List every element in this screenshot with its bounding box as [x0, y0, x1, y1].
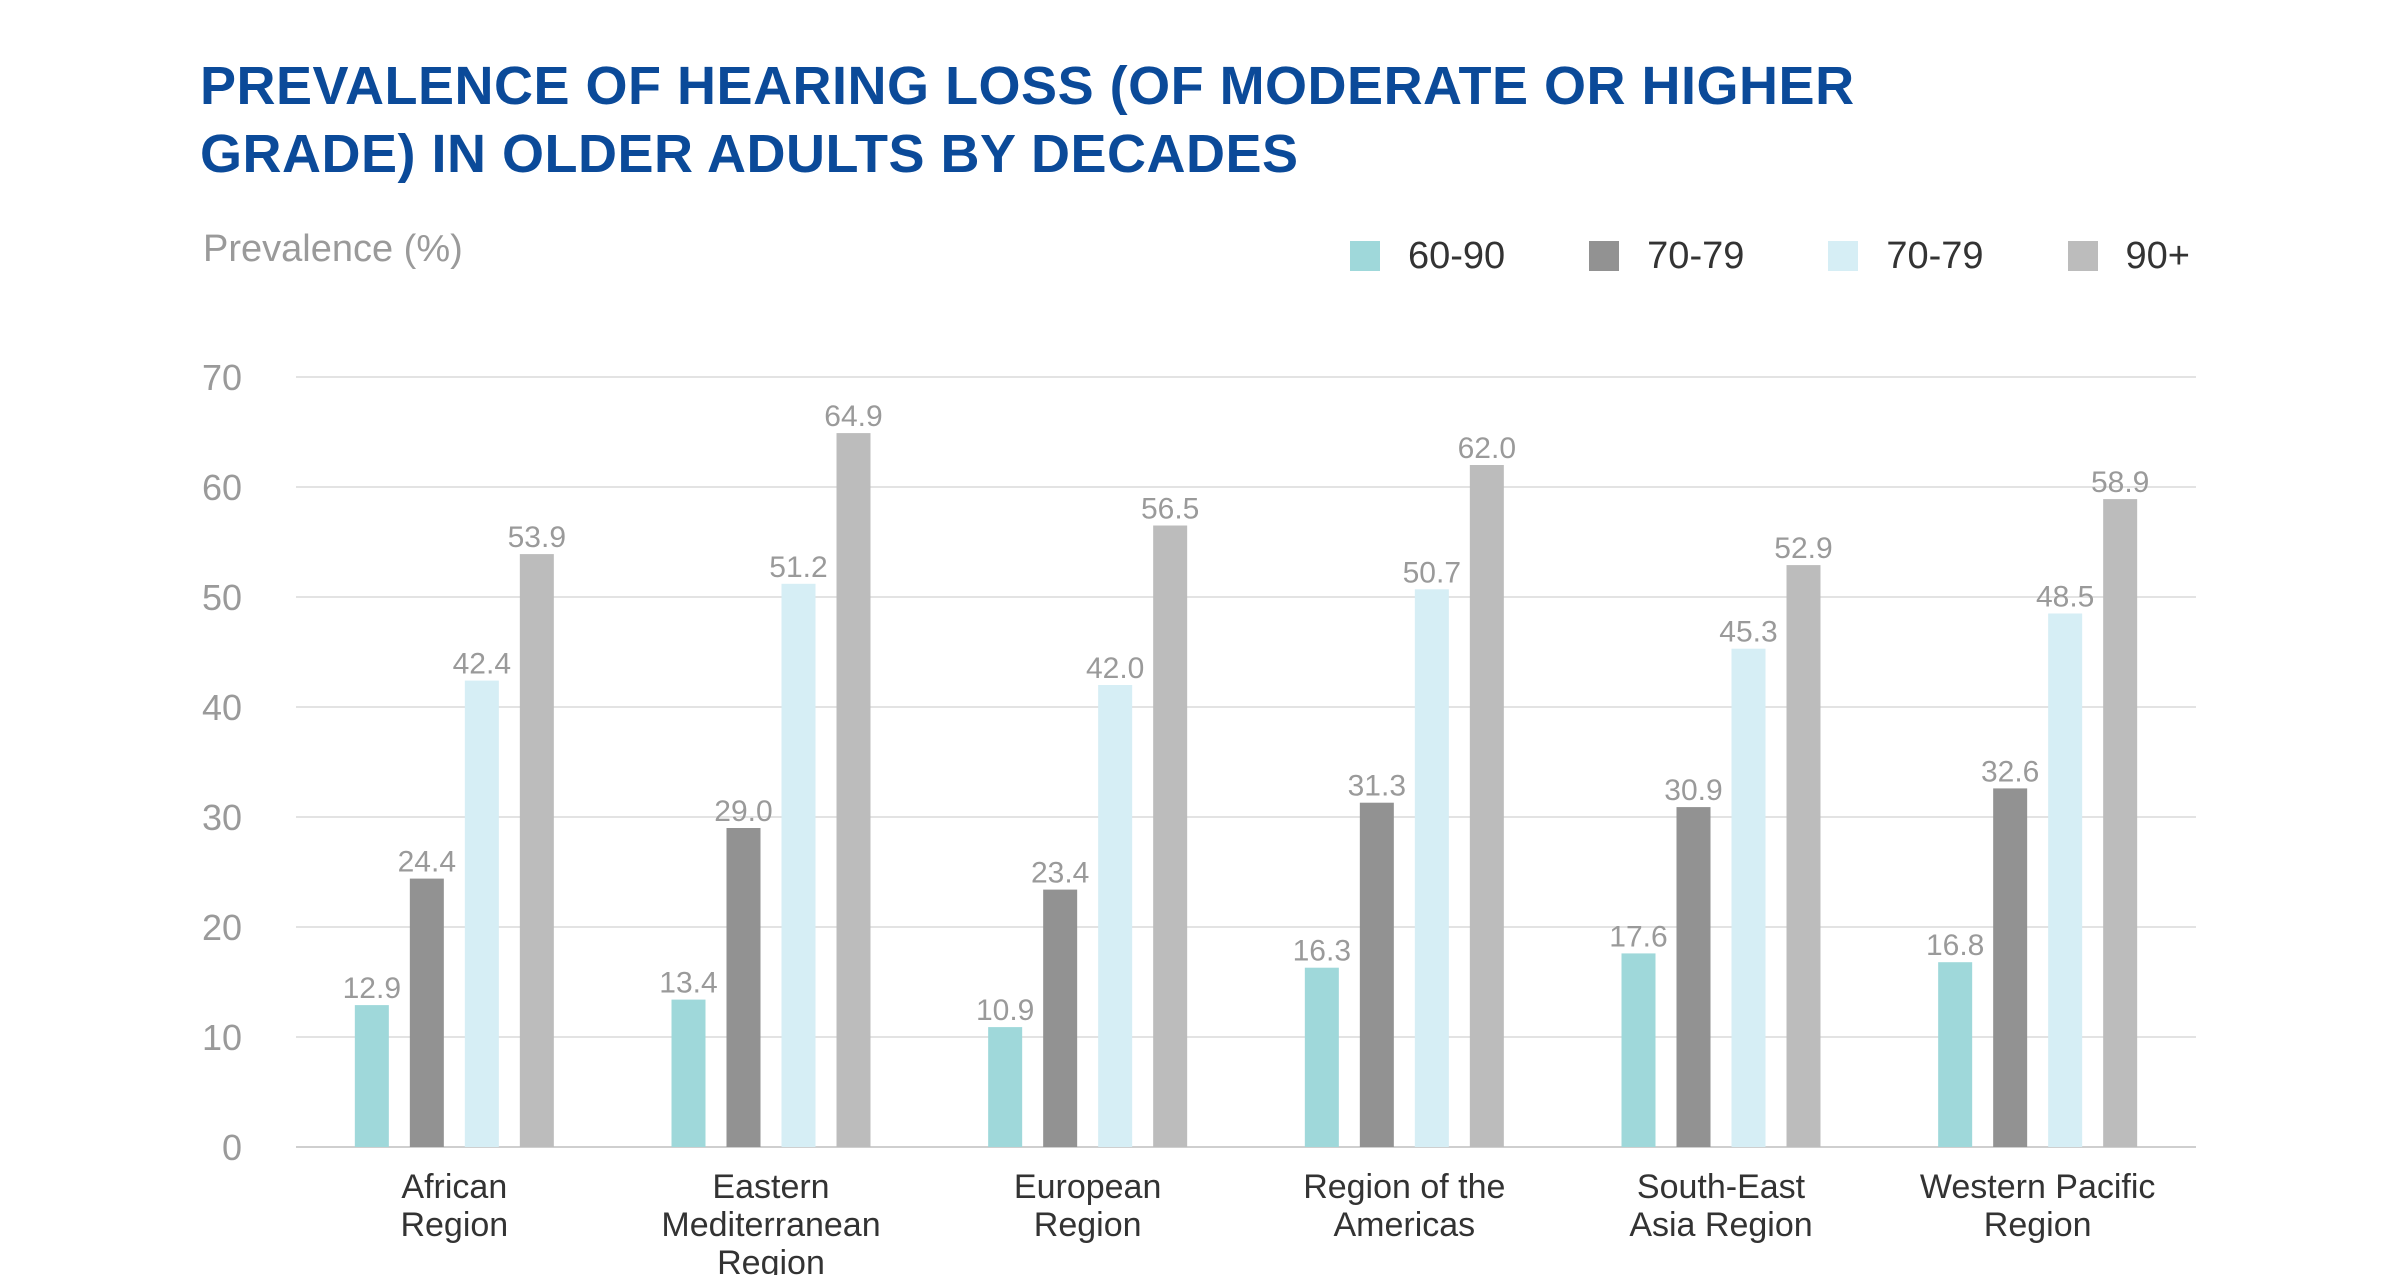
x-tick-label: Western Pacific — [1920, 1168, 2156, 1206]
data-label: 31.3 — [1348, 770, 1406, 803]
x-tick-label: Mediterranean — [661, 1206, 880, 1244]
legend-item-2: 70-79 — [1589, 235, 1744, 278]
bar-1-6 — [1938, 962, 1973, 1147]
bar-1-3 — [988, 1027, 1023, 1147]
data-label: 52.9 — [1774, 532, 1832, 565]
bar-3-3 — [1098, 685, 1133, 1147]
data-label: 42.0 — [1086, 652, 1144, 685]
data-label: 16.3 — [1293, 935, 1351, 968]
legend-swatch-1 — [1350, 241, 1380, 271]
data-label: 24.4 — [398, 846, 456, 879]
bar-2-4 — [1359, 802, 1394, 1147]
x-tick-label: Region — [400, 1206, 508, 1244]
data-label: 58.9 — [2091, 466, 2149, 499]
bar-4-2 — [836, 433, 871, 1148]
data-label: 23.4 — [1031, 857, 1089, 890]
y-tick-label: 70 — [202, 357, 242, 398]
y-tick-label: 10 — [202, 1017, 242, 1058]
legend-label-3: 70-79 — [1886, 234, 1984, 277]
bar-3-5 — [1731, 648, 1766, 1147]
data-label: 17.6 — [1609, 920, 1667, 953]
data-label: 10.9 — [976, 994, 1034, 1027]
legend-item-3: 70-79 — [1828, 234, 1984, 278]
data-label: 29.0 — [714, 795, 772, 828]
x-tick-label: Region — [717, 1244, 825, 1275]
y-tick-label: 40 — [202, 687, 242, 728]
x-tick-label: Region — [1034, 1206, 1142, 1244]
y-tick-label: 30 — [202, 797, 242, 838]
y-tick-label: 50 — [202, 577, 242, 618]
data-label: 12.9 — [343, 972, 401, 1005]
x-tick-label: Eastern — [712, 1168, 829, 1206]
data-label: 48.5 — [2036, 581, 2094, 614]
bar-3-4 — [1414, 589, 1449, 1147]
bar-1-4 — [1304, 967, 1339, 1147]
chart-title-line-1: PREVALENCE OF HEARING LOSS (OF MODERATE … — [200, 56, 1855, 116]
data-label: 50.7 — [1403, 556, 1461, 589]
bar-4-3 — [1153, 525, 1188, 1147]
legend-label-2: 70-79 — [1647, 234, 1745, 277]
data-label: 62.0 — [1458, 432, 1516, 465]
x-tick-label: South-East — [1637, 1168, 1806, 1206]
data-label: 45.3 — [1719, 616, 1777, 649]
x-tick-label: Region of the — [1303, 1168, 1505, 1206]
data-label: 42.4 — [453, 648, 511, 681]
bar-3-1 — [464, 680, 499, 1147]
y-tick-label: 20 — [202, 907, 242, 948]
x-tick-label: Asia Region — [1629, 1206, 1812, 1244]
legend-item-4: 90+ — [2067, 234, 2190, 278]
bar-2-5 — [1676, 807, 1711, 1147]
legend-swatch-4 — [2067, 241, 2098, 271]
x-tick-label: European — [1014, 1168, 1161, 1206]
bar-2-6 — [1993, 788, 2028, 1147]
data-label: 53.9 — [508, 521, 566, 554]
bar-4-5 — [1786, 565, 1821, 1147]
chart-legend: 60-90 70-79 70-79 90+ — [1350, 230, 2190, 282]
legend-swatch-2 — [1589, 241, 1620, 271]
y-axis-label: Prevalence (%) — [203, 228, 463, 270]
legend-swatch-3 — [1828, 241, 1859, 271]
data-label: 56.5 — [1141, 493, 1199, 526]
x-tick-label: Americas — [1333, 1206, 1475, 1244]
bar-4-1 — [519, 554, 554, 1147]
y-tick-label: 0 — [222, 1127, 242, 1168]
data-label: 13.4 — [659, 967, 717, 1000]
bar-4-4 — [1469, 465, 1504, 1147]
legend-label-1: 60-90 — [1408, 234, 1506, 277]
bar-3-2 — [781, 583, 816, 1147]
bar-1-1 — [354, 1005, 389, 1147]
bar-1-5 — [1621, 953, 1656, 1147]
bar-1-2 — [671, 999, 706, 1147]
data-label: 30.9 — [1664, 774, 1722, 807]
chart-title-line-2: GRADE) IN OLDER ADULTS BY DECADES — [200, 124, 1299, 184]
chart-title: PREVALENCE OF HEARING LOSS (OF MODERATE … — [200, 52, 2000, 188]
y-tick-label: 60 — [202, 467, 242, 508]
data-label: 16.8 — [1926, 929, 1984, 962]
data-label: 64.9 — [824, 400, 882, 433]
bar-4-6 — [2103, 499, 2138, 1148]
data-label: 32.6 — [1981, 755, 2039, 788]
bar-2-1 — [409, 878, 444, 1147]
bar-2-2 — [726, 828, 761, 1147]
bar-2-3 — [1043, 889, 1078, 1147]
data-label: 51.2 — [769, 551, 827, 584]
bar-3-6 — [2048, 613, 2083, 1147]
legend-item-1: 60-90 — [1350, 235, 1505, 278]
x-tick-label: African — [401, 1168, 507, 1206]
x-tick-label: Region — [1984, 1206, 2092, 1244]
legend-label-4: 90+ — [2125, 234, 2190, 277]
